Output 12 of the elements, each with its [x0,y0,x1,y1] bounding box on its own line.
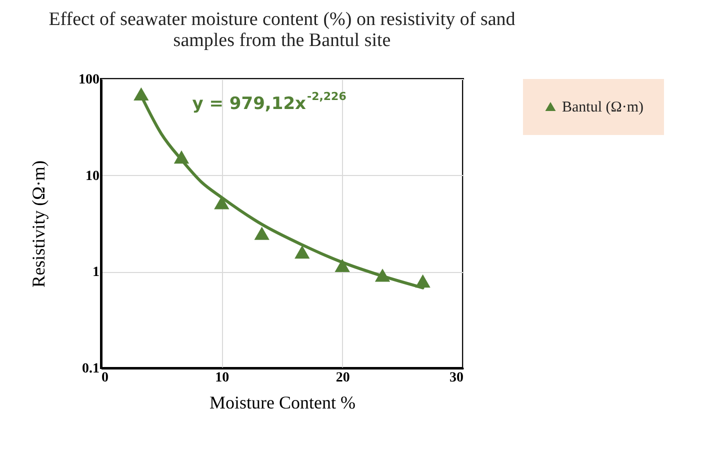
x-tick-label: 10 [215,370,230,386]
y-tick-label: 100 [78,72,100,88]
y-tick-label: 10 [86,168,100,184]
x-axis-title: Moisture Content % [210,392,356,412]
x-tick-label: 20 [336,370,350,386]
x-tick-label: 0 [102,370,108,386]
y-axis-title: Resistivity (Ω·m) [28,160,48,288]
legend-label: Bantul (Ω·m) [562,100,644,116]
chart-title: Effect of seawater moisture content (%) on resistivity of sand samples from the Bantul site [48,9,516,51]
y-tick-label: 1 [92,265,100,280]
y-tick-label: 0.1 [82,362,100,376]
x-tick-label: 30 [450,370,464,386]
